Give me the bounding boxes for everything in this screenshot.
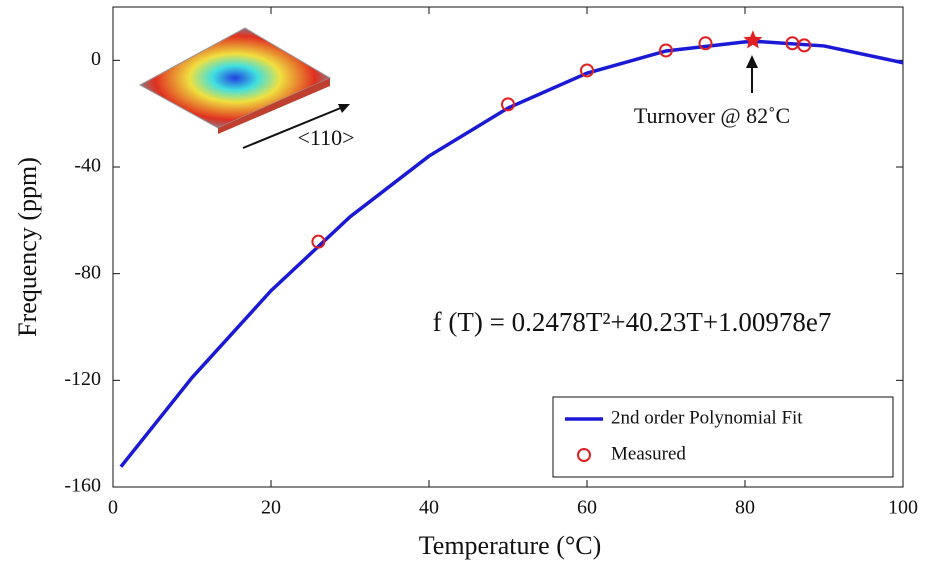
y-tick-label: -80 — [74, 261, 101, 283]
x-tick-label: 100 — [888, 497, 918, 519]
y-tick-label: -40 — [74, 155, 101, 177]
inset-label: <110> — [298, 125, 355, 150]
chart: <110> Turnover @ 82˚C f (T) = 0.2478T²+4… — [0, 0, 928, 567]
legend-label: 2nd order Polynomial Fit — [611, 407, 803, 428]
equation: f (T) = 0.2478T²+40.23T+1.00978e7 — [433, 307, 832, 337]
annotation-arrow — [746, 55, 758, 93]
x-tick-label: 80 — [735, 497, 755, 519]
x-axis-label: Temperature (°C) — [419, 531, 602, 560]
y-tick-label: -160 — [64, 475, 101, 497]
x-tick-label: 20 — [261, 497, 281, 519]
x-tick-label: 40 — [419, 497, 439, 519]
x-tick-label: 0 — [108, 497, 118, 519]
turnover-star — [743, 30, 762, 48]
y-axis-label: Frequency (ppm) — [13, 157, 42, 337]
x-tick-label: 60 — [577, 497, 597, 519]
annotation: Turnover @ 82˚C — [634, 103, 790, 128]
y-tick-label: 0 — [91, 48, 101, 70]
y-tick-label: -120 — [64, 368, 101, 390]
legend-label: Measured — [611, 443, 686, 464]
